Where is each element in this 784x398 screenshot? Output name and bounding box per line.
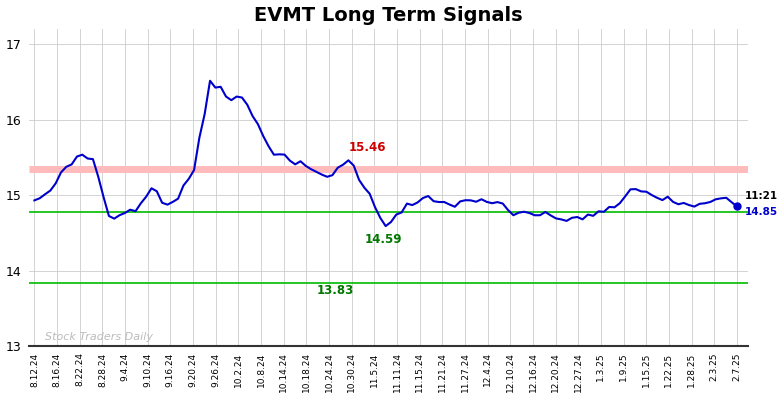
Text: 14.59: 14.59 <box>365 233 402 246</box>
Title: EVMT Long Term Signals: EVMT Long Term Signals <box>254 6 523 25</box>
Text: 13.83: 13.83 <box>317 284 354 297</box>
Text: 14.85: 14.85 <box>745 207 778 217</box>
Text: Stock Traders Daily: Stock Traders Daily <box>45 332 153 342</box>
Text: 15.46: 15.46 <box>348 141 386 154</box>
Text: 11:21: 11:21 <box>745 191 778 201</box>
